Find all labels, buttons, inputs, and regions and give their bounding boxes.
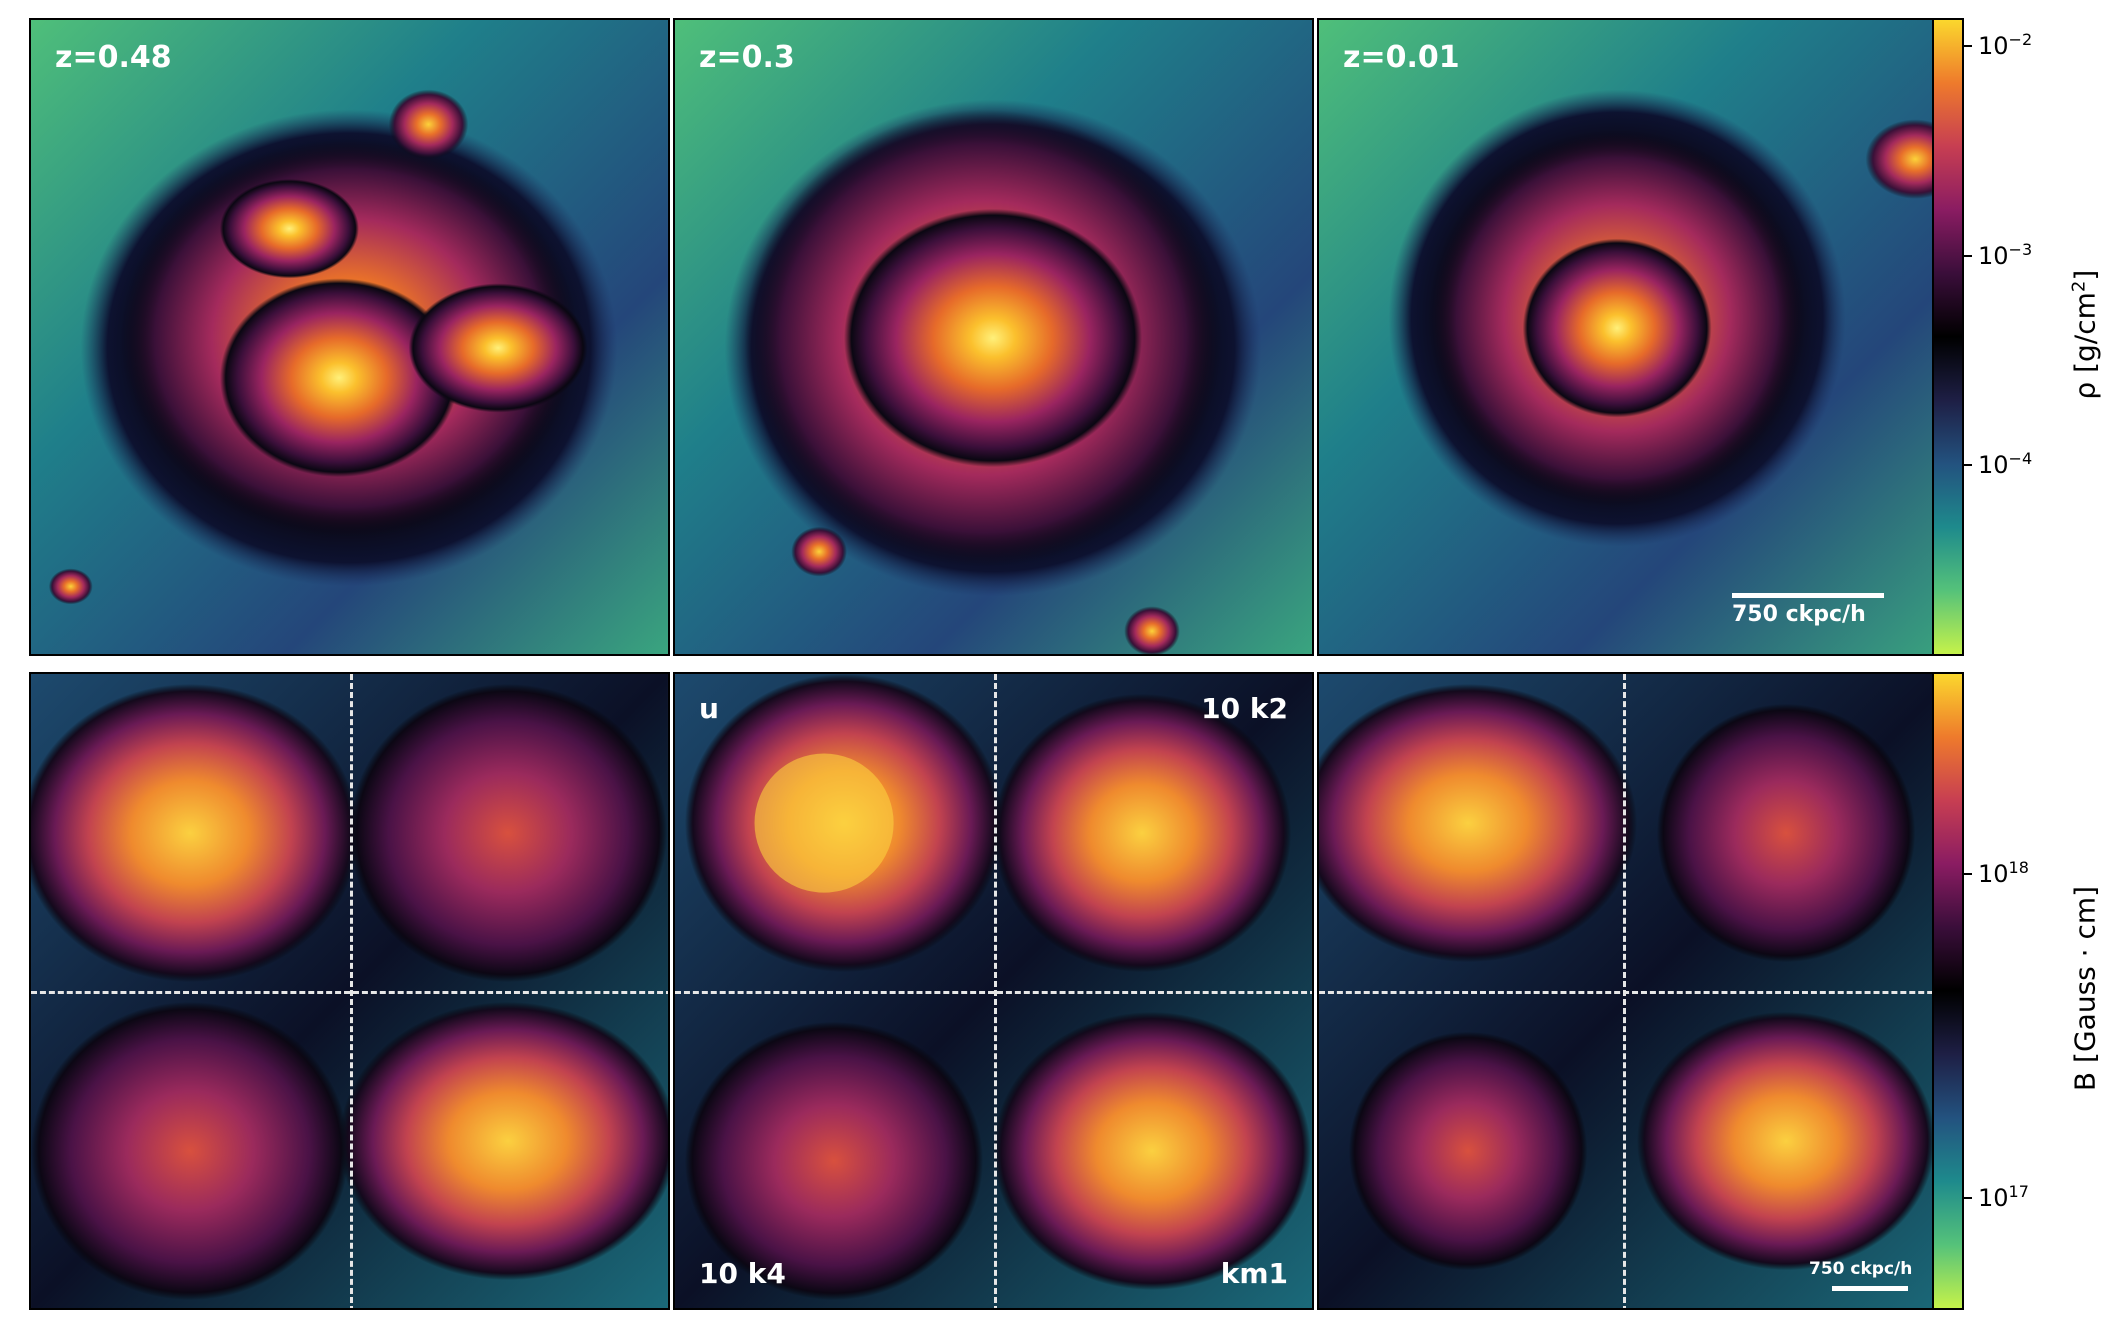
colorbar-tick xyxy=(1964,464,1972,466)
density-map xyxy=(31,20,668,654)
magnetic-colorbar xyxy=(1932,672,1964,1310)
run-label-10k2: 10 k2 xyxy=(1201,692,1288,725)
colorbar-tick-label: 1017 xyxy=(1978,1182,2029,1212)
scale-bar-label: 750 ckpc/h xyxy=(1809,1259,1913,1279)
colorbar-tick xyxy=(1964,1197,1972,1199)
run-label-u: u xyxy=(699,692,719,725)
redshift-label: z=0.3 xyxy=(699,40,795,75)
quadrant-divider xyxy=(1319,991,1956,994)
quadrant-divider xyxy=(31,991,668,994)
colorbar-tick-label: 10−4 xyxy=(1978,449,2033,479)
magnetic-panel-middle: u 10 k2 10 k4 km1 xyxy=(673,672,1314,1310)
quadrant-divider xyxy=(675,991,1312,994)
magnetic-panel-right: 750 ckpc/h xyxy=(1317,672,1958,1310)
colorbar-label: ρ [g/cm2] xyxy=(2068,269,2102,400)
colorbar-tick-label: 1018 xyxy=(1978,858,2029,888)
scale-bar xyxy=(1732,593,1884,598)
colorbar-tick-label: 10−2 xyxy=(1978,30,2033,60)
redshift-label: z=0.01 xyxy=(1343,40,1460,75)
density-colorbar xyxy=(1932,18,1964,656)
density-panel-z03: z=0.3 xyxy=(673,18,1314,656)
colorbar-tick xyxy=(1964,873,1972,875)
scale-bar-label: 750 ckpc/h xyxy=(1732,602,1866,627)
run-label-10k4: 10 k4 xyxy=(699,1257,786,1290)
colorbar-tick xyxy=(1964,45,1972,47)
density-map xyxy=(1319,20,1956,654)
density-panel-z001: z=0.01 750 ckpc/h xyxy=(1317,18,1958,656)
density-map xyxy=(675,20,1312,654)
scale-bar xyxy=(1832,1286,1908,1291)
run-label-km1: km1 xyxy=(1220,1257,1288,1290)
magnetic-panel-left xyxy=(29,672,670,1310)
density-panel-z048: z=0.48 xyxy=(29,18,670,656)
colorbar-label: B [Gauss · cm] xyxy=(2068,885,2102,1092)
colorbar-tick xyxy=(1964,255,1972,257)
redshift-label: z=0.48 xyxy=(55,40,172,75)
colorbar-tick-label: 10−3 xyxy=(1978,240,2033,270)
